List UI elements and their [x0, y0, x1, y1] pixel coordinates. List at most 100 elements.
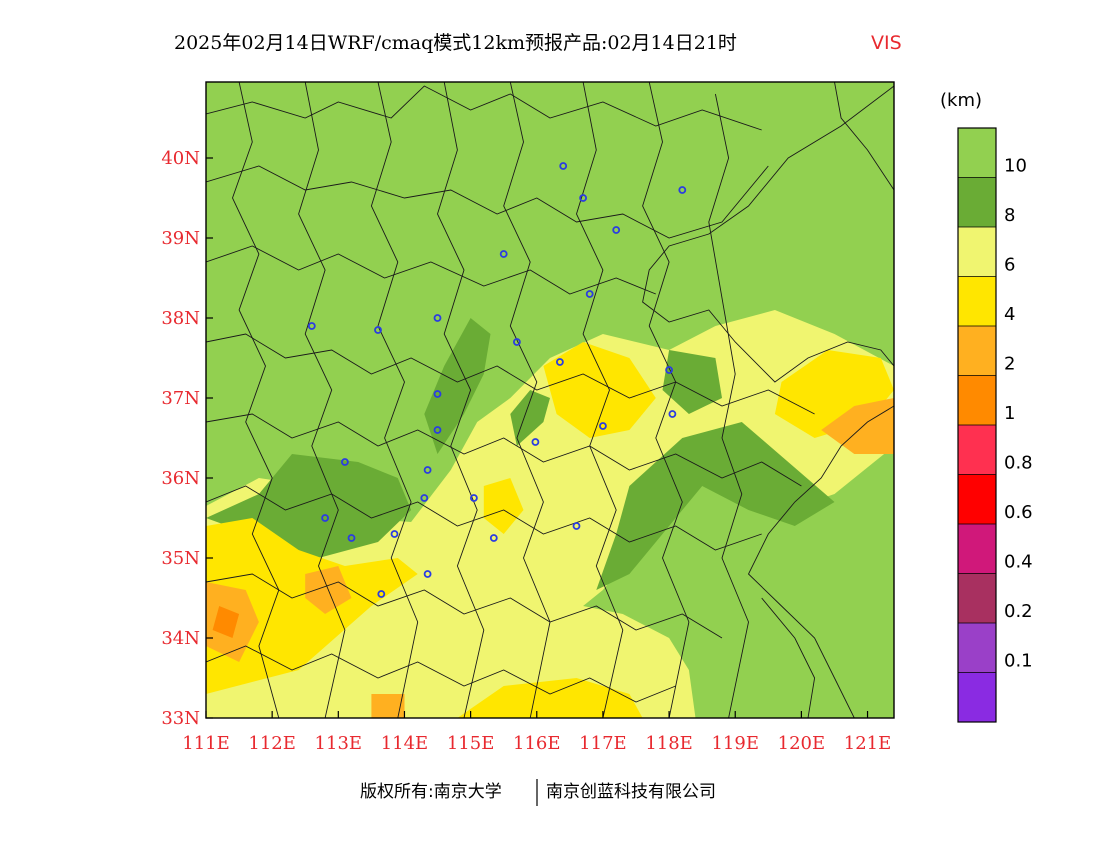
x-tick-label-3: 114E [381, 733, 429, 754]
city-marker-15 [599, 422, 607, 430]
boundary-line-17 [747, 405, 894, 718]
city-marker-17 [340, 458, 349, 466]
boundary-line-0 [206, 85, 762, 131]
boundary-line-16 [642, 85, 894, 383]
city-marker-24 [489, 534, 498, 542]
colorbar-swatch-3 [958, 276, 996, 327]
variable-name: VIS [871, 32, 902, 54]
colorbar-label-6: 0.8 [1004, 453, 1033, 474]
city-marker-9 [513, 338, 521, 346]
x-tick-label-1: 112E [248, 733, 296, 754]
y-tick-label-0: 40N [161, 148, 200, 169]
colorbar-swatch-10 [958, 623, 996, 673]
x-tick-label-9: 120E [778, 733, 826, 754]
colorbar-swatch-0 [958, 128, 996, 178]
colorbar-swatch-9 [958, 573, 996, 624]
city-marker-6 [307, 322, 316, 330]
city-marker-8 [433, 314, 442, 322]
x-tick-label-6: 117E [579, 733, 627, 754]
colorbar-label-8: 0.4 [1004, 552, 1033, 573]
x-tick-label-5: 116E [513, 733, 561, 754]
boundary-line-2 [206, 245, 656, 295]
city-marker-26 [423, 570, 432, 578]
x-tick-label-0: 111E [182, 733, 230, 754]
x-tick-label-4: 115E [447, 733, 495, 754]
colorbar-label-4: 2 [1004, 354, 1015, 375]
boundary-line-14 [642, 82, 690, 718]
vis-region-4 [510, 390, 550, 446]
map-frame [205, 81, 895, 719]
city-marker-layer [307, 162, 687, 598]
colorbar-label-5: 1 [1004, 403, 1015, 424]
x-tick-label-10: 121E [844, 733, 892, 754]
boundary-line-9 [298, 82, 346, 718]
colorbar-swatch-5 [958, 375, 996, 426]
colorbar-swatch-4 [958, 326, 996, 376]
admin-boundary-layer [206, 82, 894, 718]
colorbar-frame [957, 127, 997, 723]
vis-region-10 [483, 478, 524, 534]
boundary-line-4 [206, 413, 802, 487]
city-marker-1 [579, 194, 587, 202]
city-marker-25 [572, 522, 581, 530]
y-tick-label-7: 33N [161, 708, 200, 729]
city-marker-0 [559, 162, 568, 170]
city-marker-10 [556, 358, 564, 366]
colorbar-swatch-1 [958, 177, 996, 228]
city-marker-18 [423, 466, 432, 474]
vis-region-7 [206, 518, 418, 694]
city-marker-27 [377, 590, 386, 598]
boundary-line-12 [503, 82, 551, 718]
boundary-line-6 [206, 573, 723, 639]
colorbar-label-2: 6 [1004, 255, 1015, 276]
colorbar-swatch-11 [958, 672, 996, 723]
vis-region-1 [206, 310, 894, 718]
city-marker-2 [678, 186, 687, 194]
city-marker-14 [531, 438, 540, 446]
figure-title: 2025年02月14日WRF/cmaq模式12km预报产品:02月14日21时 [174, 32, 737, 54]
boundary-line-8 [232, 82, 280, 718]
vis-region-6 [596, 422, 835, 590]
map-panel [206, 82, 894, 718]
x-tick-label-2: 113E [315, 733, 363, 754]
colorbar-swatch-6 [958, 425, 996, 475]
colorbar-label-1: 8 [1004, 205, 1015, 226]
vis-region-16 [212, 606, 240, 638]
boundary-line-5 [206, 485, 762, 551]
boundary-line-3 [206, 333, 815, 415]
boundary-line-11 [437, 82, 485, 718]
y-tick-label-2: 38N [161, 308, 200, 329]
vis-region-8 [543, 342, 656, 438]
city-marker-5 [585, 290, 594, 298]
city-marker-4 [499, 250, 508, 258]
boundary-line-7 [206, 645, 676, 703]
y-tick-label-3: 37N [161, 388, 200, 409]
city-marker-13 [433, 426, 442, 434]
colorbar-label-0: 10 [1004, 156, 1027, 177]
y-tick-label-5: 35N [161, 548, 200, 569]
boundary-line-13 [576, 82, 624, 718]
map-axes: 111E 112E 113E 114E 115E 116E 117E 118E 119E 120E… [161, 148, 891, 754]
boundary-line-1 [206, 165, 769, 239]
vis-region-3 [424, 318, 491, 454]
city-marker-11 [665, 366, 673, 374]
city-marker-12 [433, 390, 442, 398]
colorbar-swatch-8 [958, 524, 996, 574]
vis-region-14 [371, 694, 405, 718]
visibility-fill-layer [206, 82, 894, 718]
boundary-line-19 [834, 82, 894, 191]
copyright-company: 南京创蓝科技有限公司 [546, 782, 716, 802]
x-tick-label-7: 118E [645, 733, 693, 754]
city-marker-22 [347, 534, 356, 542]
colorbar-swatch-2 [958, 227, 996, 277]
city-marker-7 [374, 326, 382, 334]
colorbar-swatch-7 [958, 474, 996, 525]
city-marker-16 [668, 410, 677, 418]
colorbar-label-10: 0.1 [1004, 651, 1033, 672]
y-tick-label-4: 36N [161, 468, 200, 489]
city-marker-3 [612, 226, 621, 234]
city-marker-19 [420, 494, 429, 502]
x-tick-label-8: 119E [711, 733, 759, 754]
city-marker-20 [469, 494, 478, 502]
